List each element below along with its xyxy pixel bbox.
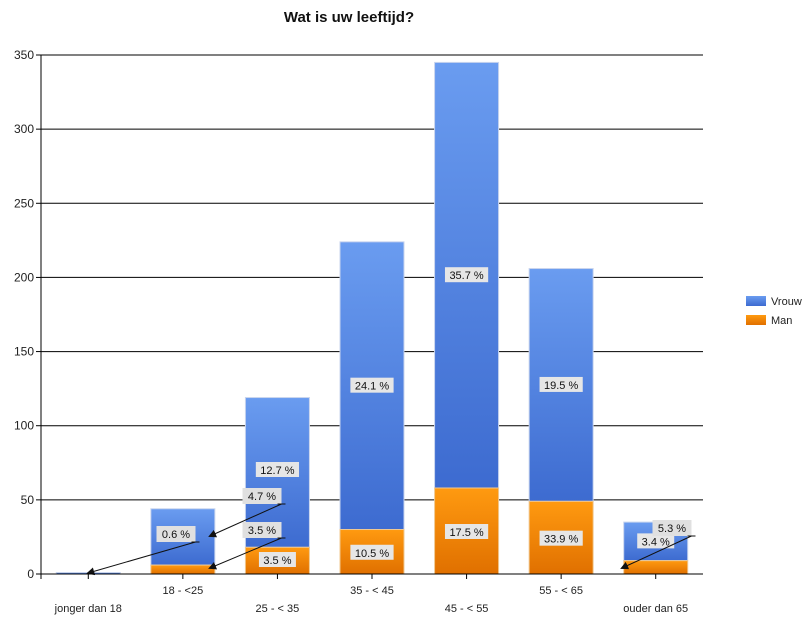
data-labels: 12.7 % 3.5 % 24.1 % 10.5 % 35.7 % 17.5 % 19.5 … xyxy=(255,267,675,567)
data-label-vrouw: 19.5 % xyxy=(544,380,578,392)
data-label-vrouw-bg xyxy=(255,462,300,477)
data-label-vrouw: 3.4 % xyxy=(642,536,670,548)
legend-swatch xyxy=(746,296,766,306)
x-tick-label: 18 - <25 xyxy=(163,585,204,597)
data-label-man-bg xyxy=(258,552,296,567)
x-tick-label: 25 - < 35 xyxy=(256,603,300,615)
x-axis: jonger dan 18 18 - <25 25 - < 35 35 - < 45 4… xyxy=(40,573,703,615)
x-tick-label: 35 - < 45 xyxy=(350,585,394,597)
y-tick-label: 100 xyxy=(14,419,34,433)
data-label-man: 17.5 % xyxy=(449,527,483,539)
callout-label-bg xyxy=(242,488,282,504)
y-tick-label: 300 xyxy=(14,122,34,136)
legend: Vrouw Man xyxy=(746,296,802,327)
y-tick-label: 50 xyxy=(21,493,35,507)
y-tick-label: 250 xyxy=(14,196,34,210)
data-label-man: 33.9 % xyxy=(544,534,578,546)
data-label-vrouw: 24.1 % xyxy=(355,381,389,393)
data-label-vrouw: 12.7 % xyxy=(260,465,294,477)
bars xyxy=(55,61,689,575)
callout-label-arrow xyxy=(620,535,692,570)
callout-label-bg xyxy=(652,520,692,536)
data-label-vrouw-bg xyxy=(444,267,489,283)
data-label-man-bg xyxy=(350,544,394,560)
data-label-man-bg xyxy=(444,523,489,539)
data-label-vrouw-bg xyxy=(637,533,675,549)
data-label-vrouw: 35.7 % xyxy=(449,270,483,282)
legend-label: Man xyxy=(771,315,792,327)
callout-label: 0.6 % xyxy=(162,529,190,541)
x-tick-label: 55 - < 65 xyxy=(539,585,583,597)
callout-label: 4.7 % xyxy=(248,491,276,503)
data-label-man: 3.5 % xyxy=(263,555,291,567)
legend-swatch xyxy=(746,315,766,325)
callout-label-arrow xyxy=(208,537,282,570)
y-tick-label: 350 xyxy=(14,48,34,62)
bar-man xyxy=(150,564,216,575)
callout-label-arrow xyxy=(208,503,282,538)
data-label-man: 10.5 % xyxy=(355,548,389,560)
callout-label-bg xyxy=(242,522,282,538)
callout-label-arrow xyxy=(86,541,196,576)
x-tick-label: ouder dan 65 xyxy=(623,603,688,615)
data-label-vrouw-bg xyxy=(350,377,394,393)
x-tick-label: 45 - < 55 xyxy=(445,603,489,615)
y-axis: 0 50 100 150 200 250 300 350 xyxy=(14,48,42,581)
data-label-man-bg xyxy=(539,530,583,546)
x-tick-label: jonger dan 18 xyxy=(54,603,122,615)
chart-title: Wat is uw leeftijd? xyxy=(284,9,414,26)
callout-label: 3.5 % xyxy=(248,525,276,537)
callout-label: 5.3 % xyxy=(658,523,686,535)
callout-labels: 0.6 % 4.7 % 3.5 % 5.3 % xyxy=(86,488,696,576)
callout-label-bg xyxy=(156,526,196,542)
data-label-vrouw-bg xyxy=(539,376,583,392)
y-tick-label: 0 xyxy=(27,567,34,581)
y-tick-label: 200 xyxy=(14,270,34,284)
y-tick-label: 150 xyxy=(14,345,34,359)
legend-label: Vrouw xyxy=(771,296,802,308)
